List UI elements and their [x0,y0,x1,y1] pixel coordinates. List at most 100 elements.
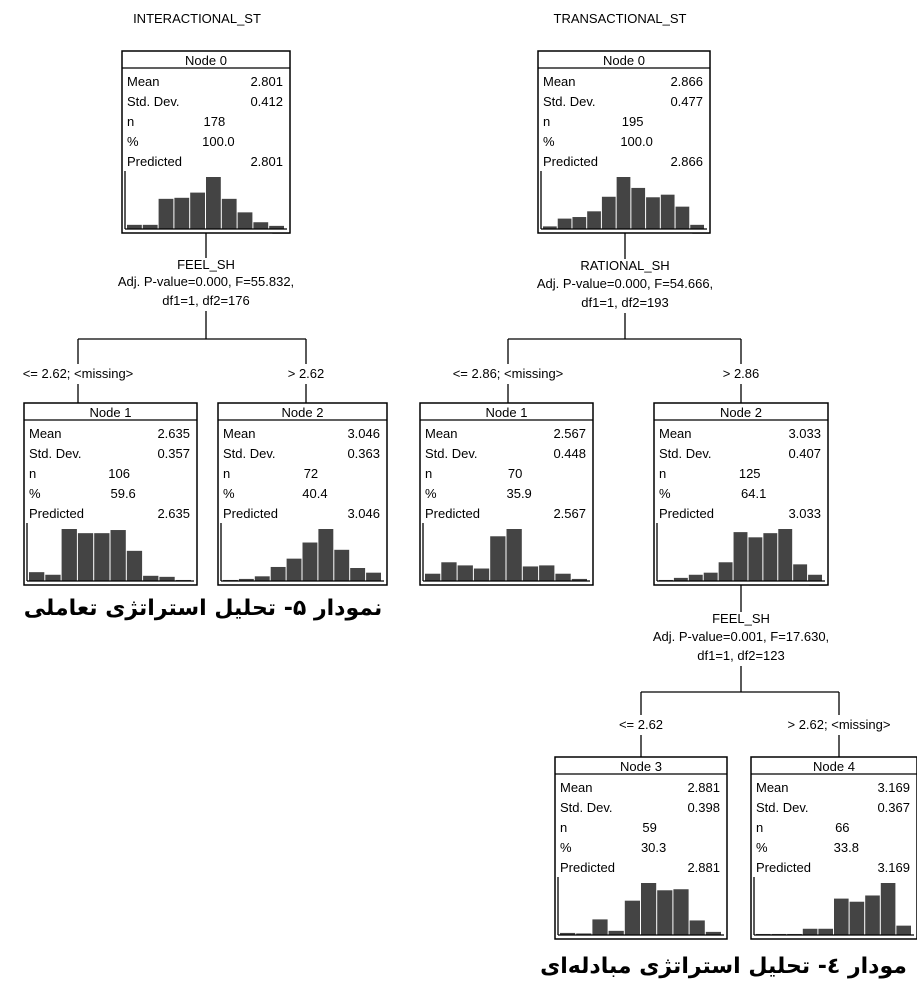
mean-value: 2.866 [670,74,703,89]
percent-value: 100.0 [202,134,235,149]
histogram-bar [45,574,61,581]
n-value: 72 [304,466,318,481]
n-label: n [543,114,550,129]
n-label: n [127,114,134,129]
histogram-bar [849,901,865,935]
node-label: Node 0 [603,53,645,68]
histogram-bar [143,575,159,581]
histogram-bar [808,574,822,581]
histogram-bar [473,568,490,581]
node-0: Node 0 Mean 2.801 Std. Dev. 0.412 n 178% 100.0 P… [121,50,291,234]
histogram-bar [158,198,174,229]
interactional-tree: INTERACTIONAL_ST FEEL_SH Adj. P-value=0.00… [23,11,388,586]
std-dev-label: Std. Dev. [659,446,712,461]
percent-label: % [425,486,437,501]
histogram-bar [865,895,880,935]
predicted-label: Predicted [756,860,811,875]
histogram-bar [576,933,592,935]
n-value: 70 [508,466,522,481]
node-1: Node 1 Mean 2.567 Std. Dev. 0.448 n 70% 35.9 Pre… [419,402,594,586]
histogram-bar [793,564,808,581]
split-0: FEEL_SH Adj. P-value=0.000, F=55.832, df1=… [23,233,324,403]
split-0: RATIONAL_SH Adj. P-value=0.000, F=54.666,… [453,233,759,403]
node-label: Node 1 [486,405,528,420]
node-label: Node 2 [720,405,762,420]
mean-label: Mean [425,426,458,441]
std-dev-value: 0.398 [687,800,720,815]
n-value: 195 [622,114,644,129]
percent-label: % [560,840,572,855]
histogram-bar [366,572,381,581]
histogram-bar [174,197,190,229]
percent-value: 64.1 [741,486,766,501]
std-dev-value: 0.357 [157,446,190,461]
mean-value: 3.033 [788,426,821,441]
node-box [217,402,388,586]
split-degrees-of-freedom: df1=1, df2=123 [697,648,784,663]
histogram-bar [660,194,675,229]
mean-value: 2.567 [553,426,586,441]
mean-label: Mean [543,74,576,89]
std-dev-value: 0.367 [877,800,910,815]
std-dev-label: Std. Dev. [127,94,180,109]
std-dev-label: Std. Dev. [425,446,478,461]
mean-value: 3.169 [877,780,910,795]
histogram-bar [254,576,270,581]
predicted-value: 3.033 [788,506,821,521]
std-dev-label: Std. Dev. [223,446,276,461]
predicted-value: 2.801 [250,154,283,169]
predicted-value: 3.046 [347,506,380,521]
n-value: 125 [739,466,761,481]
mean-value: 2.881 [687,780,720,795]
node-label: Node 4 [813,759,855,774]
histogram-bar [425,573,441,581]
node-label: Node 2 [282,405,324,420]
histogram-bar [778,529,793,581]
mean-value: 2.801 [250,74,283,89]
std-dev-label: Std. Dev. [560,800,613,815]
mean-value: 3.046 [347,426,380,441]
split-statistics: Adj. P-value=0.000, F=55.832, [118,274,294,289]
histogram-bar [270,566,286,581]
percent-value: 33.8 [834,840,859,855]
histogram-bar [733,532,748,581]
histogram-bar [441,562,457,581]
histogram-bar [624,900,640,935]
histogram [124,171,287,230]
histogram-bar [572,217,587,229]
mean-label: Mean [756,780,789,795]
histogram-bar [29,572,45,581]
n-value: 178 [204,114,226,129]
node-3: Node 3 Mean 2.881 Std. Dev. 0.398 n 59% 30.3 Pre… [554,756,728,940]
n-label: n [223,466,230,481]
histogram-bar [703,572,718,581]
histogram-bar [560,932,576,935]
std-dev-label: Std. Dev. [29,446,82,461]
histogram-bar [77,533,94,581]
tree-title: INTERACTIONAL_ST [133,11,261,26]
node-1: Node 1 Mean 2.635 Std. Dev. 0.357 n 106% 59.6 Pr… [23,402,198,586]
histogram-bar [608,930,624,935]
histogram [656,523,825,582]
histogram-bar [238,578,254,581]
node-label: Node 1 [90,405,132,420]
transactional-tree: TRANSACTIONAL_ST RATIONAL_SH Adj. P-value=… [419,11,917,940]
split-1: FEEL_SH Adj. P-value=0.001, F=17.630, df1=… [619,585,890,757]
percent-label: % [223,486,235,501]
histogram-bar [110,530,126,581]
percent-value: 100.0 [620,134,653,149]
histogram-bar [675,206,690,229]
split-degrees-of-freedom: df1=1, df2=176 [162,293,249,308]
predicted-value: 2.881 [687,860,720,875]
histogram-bar [61,529,77,581]
mean-label: Mean [223,426,256,441]
histogram-bar [318,529,334,581]
histogram-bar [834,898,849,935]
percent-label: % [127,134,139,149]
histogram-bar [269,225,284,229]
left-branch-condition: <= 2.86; <missing> [453,366,564,381]
histogram-bar [334,549,350,581]
node-4: Node 4 Mean 3.169 Std. Dev. 0.367 n 66% 33.8 Pre… [750,756,917,940]
split-statistics: Adj. P-value=0.000, F=54.666, [537,276,713,291]
std-dev-value: 0.448 [553,446,586,461]
